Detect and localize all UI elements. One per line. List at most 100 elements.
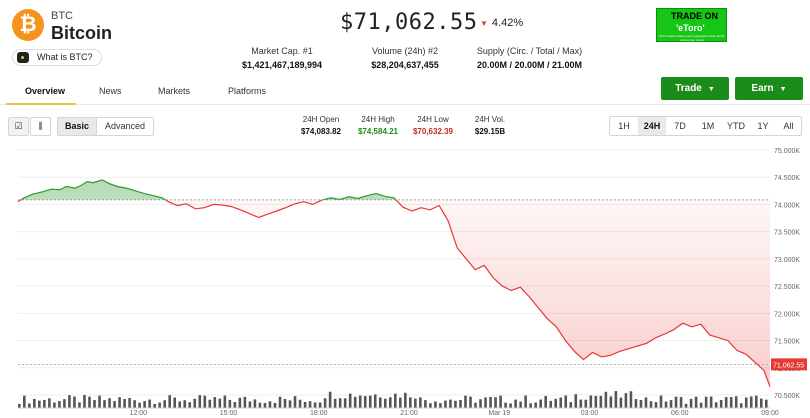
what-is-coin-button[interactable]: What is BTC? bbox=[12, 49, 102, 66]
range-24h[interactable]: 24H bbox=[638, 117, 666, 135]
tab-overview[interactable]: Overview bbox=[25, 86, 66, 96]
volume-bar bbox=[714, 402, 718, 408]
volume-bar bbox=[689, 398, 693, 408]
range-ytd[interactable]: YTD bbox=[727, 121, 745, 131]
volume-bar bbox=[193, 398, 197, 408]
volume-bar bbox=[724, 397, 728, 408]
volume-bar bbox=[539, 399, 542, 408]
volume-bar bbox=[358, 395, 362, 408]
volume-bar bbox=[378, 397, 382, 408]
range-1y[interactable]: 1Y bbox=[757, 121, 769, 131]
volume-bar bbox=[629, 391, 633, 408]
volume-bar bbox=[233, 402, 237, 408]
volume-bar bbox=[459, 400, 462, 408]
supply-stat: Supply (Circ. / Total / Max) 20.00M / 20… bbox=[462, 46, 597, 70]
stat-value: $1,421,467,189,994 bbox=[241, 60, 323, 70]
stat-value: 20.00M / 20.00M / 21.00M bbox=[476, 60, 583, 70]
section-tabs: Overview News Markets Platforms bbox=[0, 80, 810, 105]
volume-bar bbox=[78, 402, 81, 408]
volume-bar bbox=[138, 402, 141, 408]
volume-bar bbox=[569, 402, 573, 408]
y-tick-label: 75.000K bbox=[774, 148, 800, 155]
volume-bar bbox=[604, 391, 608, 408]
ohlc-label: 24H Open bbox=[302, 115, 340, 124]
volume-bar bbox=[454, 400, 457, 408]
ohlc-high: 24H High $74,584.21 bbox=[343, 115, 413, 136]
tab-platforms[interactable]: Platforms bbox=[228, 86, 267, 96]
volume-bar bbox=[133, 400, 136, 408]
basic-mode-button[interactable]: Basic bbox=[57, 117, 97, 136]
ohlc-label: 24H Vol. bbox=[474, 115, 506, 124]
active-tab-indicator bbox=[6, 103, 76, 105]
volume-bar bbox=[409, 397, 412, 408]
volume-bar bbox=[43, 399, 46, 408]
volume-bar bbox=[248, 401, 252, 408]
range-1h[interactable]: 1H bbox=[618, 121, 630, 131]
volume-bar bbox=[153, 403, 156, 408]
x-tick-label: 06:00 bbox=[671, 410, 689, 417]
area-below-open bbox=[18, 199, 770, 387]
volume-bar bbox=[143, 401, 146, 408]
volume-bar bbox=[464, 395, 467, 408]
down-arrow-icon: ▼ bbox=[480, 19, 488, 28]
volume-bar bbox=[654, 402, 658, 408]
volume-bar bbox=[58, 401, 61, 408]
volume-bar bbox=[524, 395, 527, 408]
volume-bar bbox=[659, 395, 663, 408]
trade-button[interactable]: Trade ▼ bbox=[661, 77, 729, 100]
volume-bar bbox=[228, 399, 232, 408]
info-icon bbox=[17, 52, 29, 63]
volume-bar bbox=[28, 403, 31, 408]
volume-bar bbox=[574, 394, 578, 408]
volume-bar bbox=[434, 401, 437, 408]
volume-bar bbox=[699, 402, 703, 408]
volume-bar bbox=[749, 396, 753, 408]
ohlc-value: $74,584.21 bbox=[357, 127, 399, 136]
volume-bar bbox=[529, 403, 532, 408]
volume-bar bbox=[73, 396, 76, 408]
volume-bar bbox=[198, 395, 202, 408]
volume-bar bbox=[599, 395, 603, 408]
price-change-value: 4.42% bbox=[491, 17, 524, 29]
volume-bar bbox=[449, 399, 452, 408]
volume-bar bbox=[419, 397, 422, 408]
volume-bar bbox=[594, 395, 598, 408]
volume-bar bbox=[38, 400, 41, 408]
volume-bar bbox=[213, 397, 217, 408]
volume-bar bbox=[98, 395, 101, 408]
range-1m[interactable]: 1M bbox=[701, 121, 715, 131]
volume-bar bbox=[694, 396, 698, 408]
volume-bar bbox=[729, 397, 733, 408]
volume-bar bbox=[549, 400, 553, 408]
current-price-tag bbox=[771, 358, 807, 371]
x-tick-label: 09:00 bbox=[761, 410, 779, 417]
y-tick-label: 72.000K bbox=[774, 311, 800, 318]
volume-bar bbox=[559, 397, 563, 408]
volume-bar bbox=[534, 402, 537, 408]
y-tick-label: 70.500K bbox=[774, 393, 800, 400]
volume-bar bbox=[253, 399, 257, 408]
volume-bar bbox=[63, 399, 66, 408]
etoro-ad-banner[interactable]: TRADE ON 'eToro' Don't invest unless you… bbox=[656, 8, 727, 42]
range-all[interactable]: All bbox=[783, 121, 794, 131]
price-chart[interactable]: 75.000K 74.500K 74.000K 73.500K 73.000K 72.50… bbox=[0, 140, 810, 418]
volume-bar bbox=[754, 395, 758, 408]
volume-bar bbox=[343, 398, 347, 408]
volume-bar bbox=[348, 393, 352, 408]
price-line-up bbox=[19, 179, 397, 200]
ad-headline: TRADE ON bbox=[671, 11, 718, 21]
volume-bar bbox=[203, 395, 207, 408]
volume-bar bbox=[103, 400, 106, 408]
volume-bar bbox=[709, 396, 713, 408]
earn-button[interactable]: Earn ▼ bbox=[735, 77, 803, 100]
advanced-mode-button[interactable]: Advanced bbox=[96, 117, 154, 136]
volume-bar bbox=[489, 396, 492, 408]
trade-label: Trade bbox=[675, 83, 702, 94]
volume-bar bbox=[223, 395, 227, 408]
tab-news[interactable]: News bbox=[99, 86, 122, 96]
line-chart-icon[interactable]: ☑ bbox=[8, 117, 29, 136]
range-7d[interactable]: 7D bbox=[674, 121, 686, 131]
tab-markets[interactable]: Markets bbox=[158, 86, 191, 96]
volume-bar bbox=[424, 400, 427, 408]
candlestick-icon[interactable]: ⫼ bbox=[30, 117, 51, 136]
